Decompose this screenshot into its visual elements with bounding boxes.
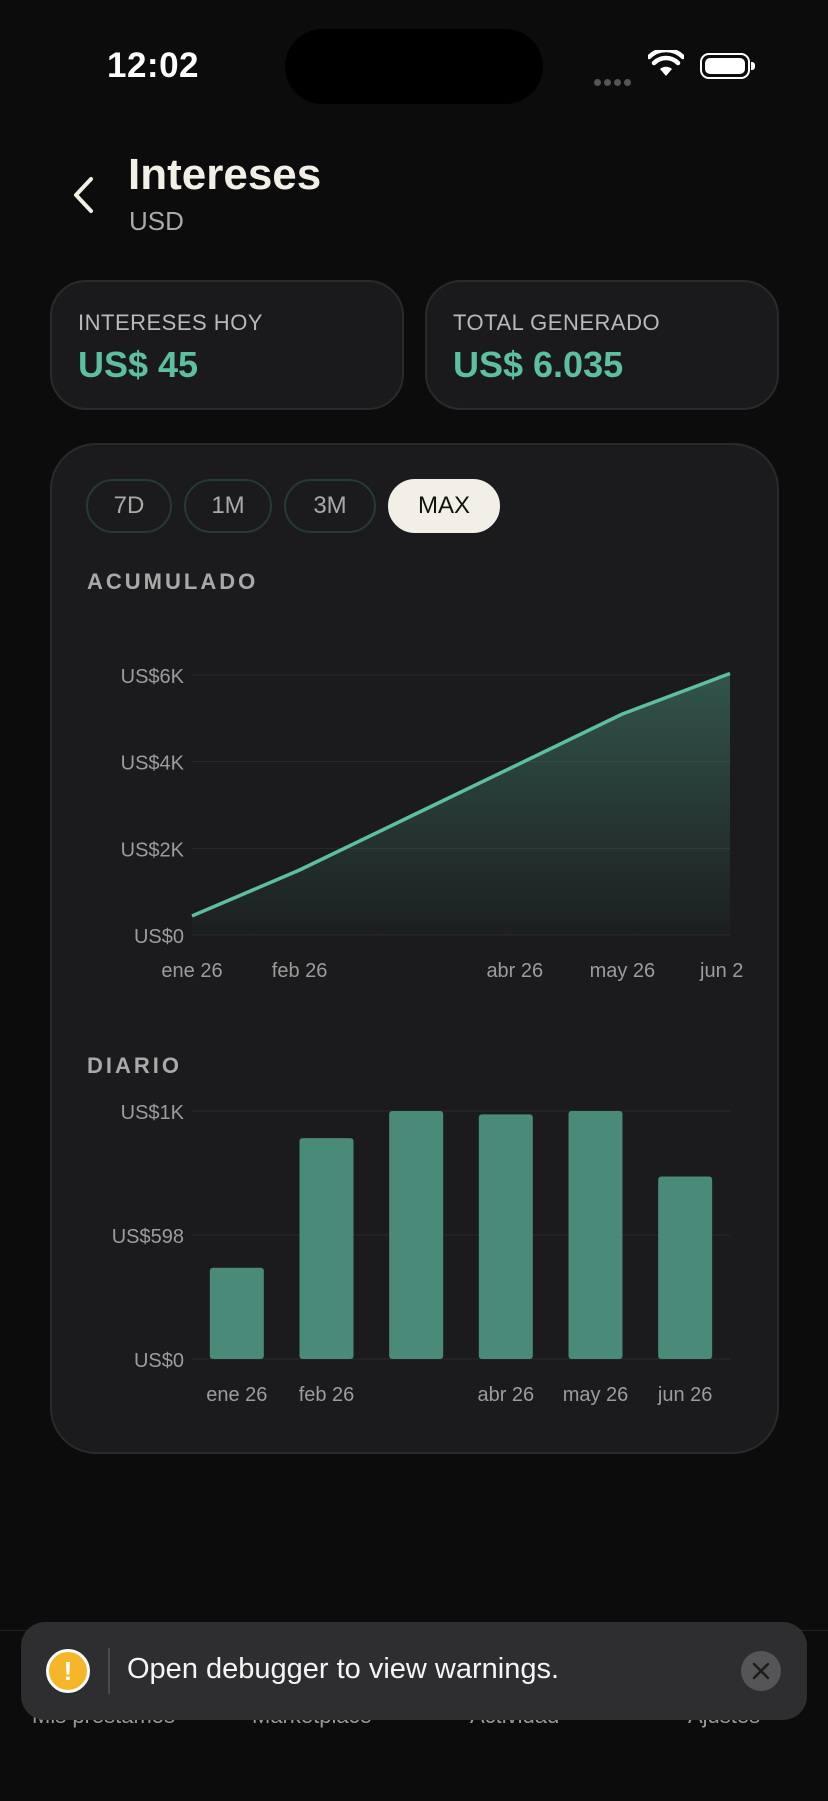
close-icon	[752, 1662, 770, 1680]
page-title: Intereses	[128, 150, 321, 200]
page-subtitle: USD	[129, 206, 184, 237]
tab-3m[interactable]: 3M	[284, 479, 376, 533]
toast-divider	[108, 1648, 110, 1694]
bar	[210, 1268, 264, 1359]
bar	[569, 1111, 623, 1359]
y-tick-label: US$1K	[121, 1102, 185, 1124]
daily-section-label: DIARIO	[87, 1053, 182, 1079]
x-tick-label: ene 26	[161, 960, 222, 982]
stat-value: US$ 45	[78, 344, 198, 386]
bar	[479, 1114, 533, 1359]
bar	[658, 1177, 712, 1359]
back-button[interactable]	[58, 170, 108, 220]
y-tick-label: US$2K	[121, 839, 185, 861]
x-tick-label: jun 2	[699, 960, 743, 982]
x-tick-label: jun 26	[657, 1384, 713, 1406]
x-tick-label: may 26	[590, 960, 656, 982]
wifi-icon	[648, 50, 684, 78]
status-bar: 12:02	[0, 0, 828, 120]
stat-label: TOTAL GENERADO	[453, 310, 660, 336]
cumulative-area-chart: US$6K US$4K US$2K US$0 ene 26 feb 26 abr 26 may…	[52, 605, 777, 985]
status-time: 12:02	[107, 46, 199, 86]
toast-message: Open debugger to view warnings.	[127, 1653, 559, 1686]
page-header: Intereses USD	[0, 140, 828, 240]
y-tick-label: US$0	[134, 1350, 184, 1372]
x-tick-label: ene 26	[206, 1384, 267, 1406]
tab-1m[interactable]: 1M	[184, 479, 272, 533]
bar	[389, 1111, 443, 1359]
y-tick-label: US$4K	[121, 753, 185, 775]
cellular-signal-icon	[594, 73, 634, 91]
cumulative-section-label: ACUMULADO	[87, 569, 258, 595]
tab-7d[interactable]: 7D	[86, 479, 172, 533]
area-fill	[192, 673, 730, 935]
daily-bar-chart: US$1K US$598 US$0 ene 26 feb 26 abr 26 may 26 j…	[52, 1091, 777, 1421]
y-tick-label: US$0	[134, 926, 184, 948]
tab-max[interactable]: MAX	[388, 479, 500, 533]
y-tick-label: US$6K	[121, 666, 185, 688]
x-tick-label: abr 26	[477, 1384, 534, 1406]
chevron-left-icon	[71, 175, 95, 215]
x-tick-label: feb 26	[299, 1384, 355, 1406]
toast-close-button[interactable]	[741, 1651, 781, 1691]
stat-label: INTERESES HOY	[78, 310, 263, 336]
bar	[300, 1138, 354, 1359]
stat-value: US$ 6.035	[453, 344, 623, 386]
x-tick-label: may 26	[563, 1384, 629, 1406]
x-tick-label: abr 26	[486, 960, 543, 982]
stat-card-today: INTERESES HOY US$ 45	[50, 280, 404, 410]
stat-card-total: TOTAL GENERADO US$ 6.035	[425, 280, 779, 410]
dynamic-island	[285, 29, 543, 104]
warning-icon: !	[46, 1649, 90, 1693]
y-tick-label: US$598	[112, 1226, 184, 1248]
debugger-toast[interactable]: ! Open debugger to view warnings.	[21, 1622, 807, 1720]
x-tick-label: feb 26	[272, 960, 328, 982]
battery-icon	[700, 53, 750, 79]
